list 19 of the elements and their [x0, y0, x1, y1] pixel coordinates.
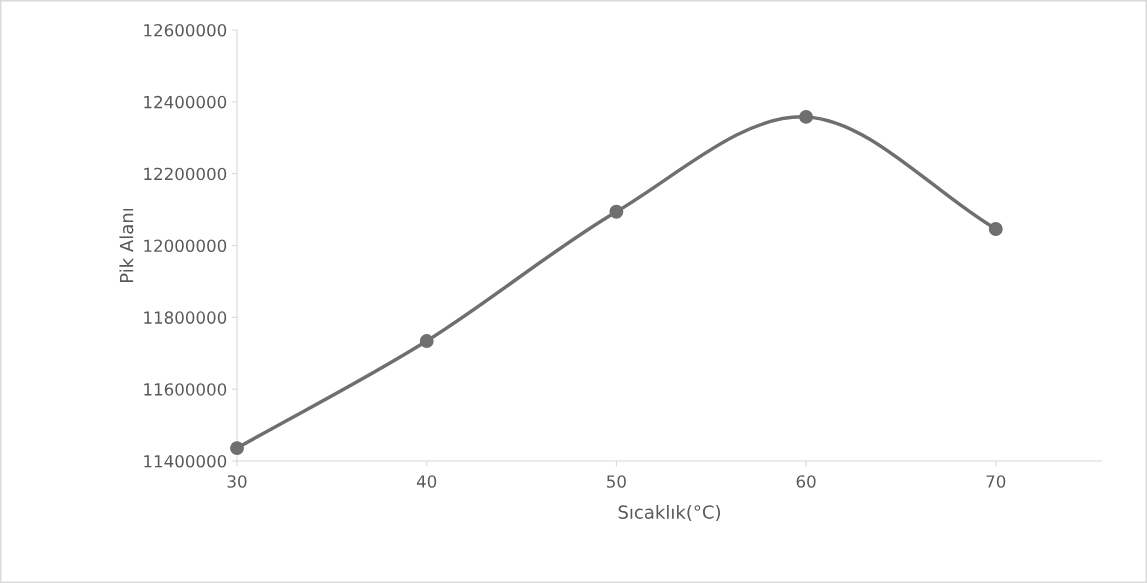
y-tick-label: 12400000: [144, 95, 227, 109]
point: [230, 441, 244, 456]
x-tick-label: 30: [227, 475, 247, 488]
point: [609, 204, 624, 219]
point: [799, 109, 814, 124]
x-tick-label: 70: [986, 475, 1006, 488]
x-tick-label: 60: [796, 475, 816, 488]
y-tick-label: 11800000: [144, 311, 227, 324]
x-axis-title: Sıcaklık(°C): [618, 504, 721, 522]
y-axis-title: Pik Alanı: [119, 208, 134, 283]
point: [988, 222, 1003, 236]
x-tick-label: 40: [416, 475, 437, 488]
y-tick-label: 11600000: [144, 383, 227, 396]
y-tick-label: 12200000: [144, 167, 227, 181]
y-tick-label: 11400000: [144, 454, 227, 468]
y-tick-label: 12000000: [144, 239, 227, 253]
x-tick-label: 50: [607, 475, 626, 488]
point: [419, 334, 434, 348]
y-tick-label: 12600000: [144, 23, 227, 37]
